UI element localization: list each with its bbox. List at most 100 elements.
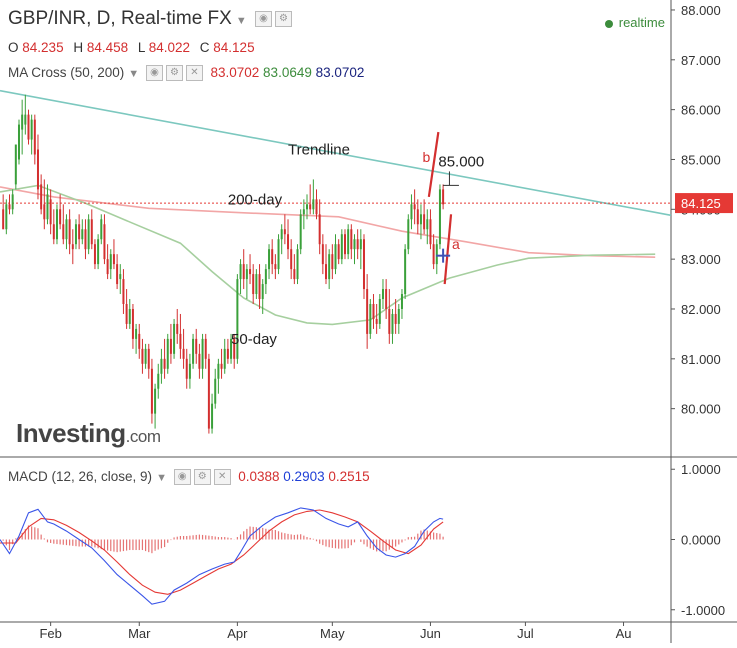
candle-body [71,244,74,250]
candle-body [147,348,150,369]
candle-body [394,313,397,324]
chart-header: GBP/INR, D, Real-time FX ▼ ◉ ⚙ [8,8,292,30]
wave-a-label: a [452,236,460,252]
candle-body [388,308,391,334]
candle-body [287,234,290,250]
macd-value-2: 0.2903 [283,469,325,484]
candle-body [14,144,17,185]
ma-value-1: 83.0702 [210,65,260,80]
candle-body [321,244,324,265]
ma-settings-icon[interactable]: ⚙ [165,65,183,82]
macd-legend: MACD (12, 26, close, 9) ▼ ◉ ⚙ ✕ 0.0388 0.29… [8,469,370,486]
candle-body [97,239,100,265]
candle-body [271,249,274,265]
ma-visibility-icon[interactable]: ◉ [145,65,163,82]
candle-body [239,264,242,280]
price-tick-label: 83.000 [681,252,721,267]
candle-body [182,348,185,359]
time-tick-label: Au [616,626,632,641]
candle-body [8,204,11,210]
candle-body [325,264,328,280]
ma-dropdown-icon[interactable]: ▼ [128,68,140,80]
candle-body [154,388,157,414]
candle-body [385,289,388,309]
candle-body [122,279,125,304]
settings-icon[interactable]: ⚙ [275,10,292,27]
candle-body [290,249,293,270]
ohlc-low-key: L [137,40,145,55]
ohlc-high-key: H [73,40,84,55]
realtime-dot-icon [604,19,613,28]
candle-body [100,219,103,240]
candle-body [157,373,160,389]
wave-b-line [427,131,440,198]
candle-body [274,264,277,270]
candle-body [296,249,299,280]
logo-suffix: .com [125,427,161,446]
price-tick-label: 81.000 [681,352,721,367]
candle-body [340,234,343,260]
candle-body [173,323,176,354]
macd-label: MACD (12, 26, close, 9) [8,469,153,484]
candle-body [359,239,362,250]
candle-body [283,229,286,235]
macd-dropdown-icon[interactable]: ▼ [156,472,167,484]
candle-body [185,358,188,379]
candle-body [49,199,52,225]
ohlc-close-key: C [199,40,210,55]
candle-body [40,184,43,210]
candle-body [293,269,296,280]
ma200-label: 200-day [228,191,283,208]
price-tick-label: 80.000 [681,402,721,417]
candle-body [59,209,62,225]
candle-body [312,199,315,210]
candle-body [188,363,191,379]
macd-line [0,507,444,605]
macd-settings-icon[interactable]: ⚙ [193,469,211,486]
candle-body [255,274,258,295]
candle-body [150,368,153,414]
candle-body [242,264,245,280]
candle-body [52,224,55,240]
candle-body [93,244,96,265]
macd-value-1: 0.0388 [238,469,280,484]
candle-body [400,294,403,309]
candle-body [131,308,134,339]
candle-body [347,229,350,255]
wave-a-line [443,214,453,285]
candle-body [116,264,119,285]
ma-close-icon[interactable]: ✕ [185,65,203,82]
candle-body [211,403,214,429]
candle-body [252,274,255,295]
candle-body [381,289,384,300]
candle-body [249,269,252,275]
macd-visibility-icon[interactable]: ◉ [173,469,191,486]
candle-body [220,363,223,369]
time-tick-label: Apr [227,626,248,641]
candle-body [245,269,248,280]
candle-body [419,214,422,225]
candle-body [43,204,46,220]
ohlc-low-value: 84.022 [148,40,190,55]
time-tick-label: Jun [420,626,441,641]
candle-body [103,224,106,260]
macd-tick-label: 1.0000 [681,462,721,477]
ohlc-open-key: O [8,40,19,55]
candle-body [2,209,5,230]
candle-body [337,244,340,260]
candle-body [397,308,400,324]
candle-body [106,259,109,275]
time-tick-label: Jul [517,626,534,641]
candle-body [438,189,441,245]
visibility-icon[interactable]: ◉ [255,10,272,27]
investing-logo: Investing.com [16,418,161,449]
candle-body [423,214,426,230]
macd-close-icon[interactable]: ✕ [213,469,231,486]
candle-body [372,304,375,319]
candle-body [261,284,264,300]
candle-body [302,209,305,215]
title-dropdown-icon[interactable]: ▼ [235,15,247,27]
price-tick-label: 85.000 [681,152,721,167]
ohlc-open-value: 84.235 [22,40,64,55]
